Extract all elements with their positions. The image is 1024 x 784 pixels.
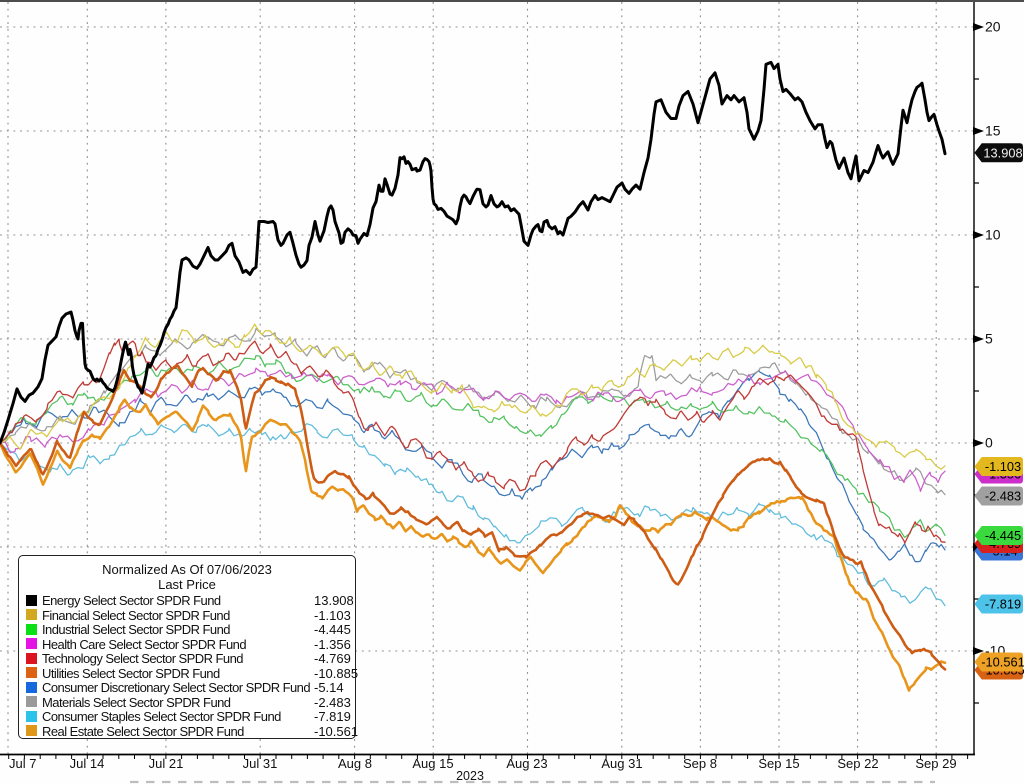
svg-text:Aug 15: Aug 15 (412, 756, 453, 771)
svg-text:Jul 21: Jul 21 (149, 756, 184, 771)
svg-text:15: 15 (985, 123, 1001, 139)
svg-text:Sep 15: Sep 15 (758, 756, 799, 771)
svg-text:Aug 31: Aug 31 (601, 756, 642, 771)
svg-text:-2.483: -2.483 (985, 489, 1021, 504)
svg-text:Jul 14: Jul 14 (70, 756, 105, 771)
svg-text:-10.561: -10.561 (981, 655, 1024, 670)
svg-text:0: 0 (985, 435, 993, 451)
svg-text:10: 10 (985, 227, 1001, 243)
svg-text:Aug 8: Aug 8 (338, 756, 372, 771)
svg-text:5: 5 (985, 331, 993, 347)
svg-text:Jul 7: Jul 7 (9, 756, 36, 771)
svg-text:-1.103: -1.103 (985, 459, 1021, 474)
svg-text:2023: 2023 (456, 769, 484, 783)
svg-text:-4.445: -4.445 (985, 528, 1021, 543)
svg-text:20: 20 (985, 19, 1001, 35)
svg-text:Sep 22: Sep 22 (837, 756, 878, 771)
svg-text:Jul 31: Jul 31 (243, 756, 278, 771)
svg-text:13.908: 13.908 (983, 145, 1022, 160)
svg-text:-7.819: -7.819 (985, 597, 1021, 612)
svg-text:Aug 23: Aug 23 (506, 756, 547, 771)
svg-text:Sep 29: Sep 29 (915, 756, 956, 771)
svg-text:Sep 8: Sep 8 (683, 756, 717, 771)
